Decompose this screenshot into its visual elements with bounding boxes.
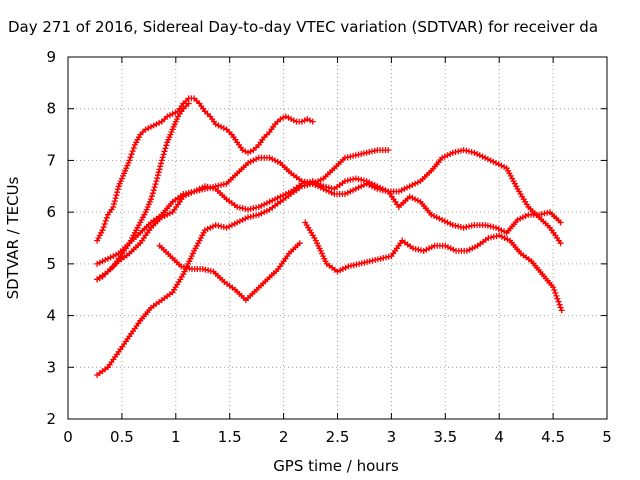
y-tick-label: 6 xyxy=(46,203,56,221)
x-tick-label: 0.5 xyxy=(110,428,134,446)
series-markers xyxy=(94,147,392,283)
y-axis-label: SDTVAR / TECUs xyxy=(4,176,22,299)
x-tick-label: 4.5 xyxy=(541,428,565,446)
series-4 xyxy=(94,147,392,283)
series-markers xyxy=(156,240,303,304)
y-tick-label: 5 xyxy=(46,255,56,273)
grid xyxy=(68,57,607,419)
x-tick-label: 1.5 xyxy=(218,428,242,446)
x-tick-label: 5 xyxy=(602,428,612,446)
series-6 xyxy=(156,240,303,304)
series-7 xyxy=(302,219,565,314)
x-tick-label: 2.5 xyxy=(326,428,350,446)
axis-ticks: 0 0.5 1 1.5 2 2.5 3 3.5 4 4.5 5 2 3 4 5 6 7 8 9 xyxy=(46,48,611,446)
x-tick-label: 2 xyxy=(279,428,289,446)
series-trace xyxy=(96,149,562,376)
series-1 xyxy=(94,95,316,244)
series-2 xyxy=(94,100,192,283)
x-tick-label: 1 xyxy=(171,428,181,446)
y-tick-label: 8 xyxy=(46,100,56,118)
y-tick-label: 2 xyxy=(46,410,56,428)
y-tick-label: 9 xyxy=(46,48,56,66)
y-tick-label: 7 xyxy=(46,151,56,169)
series-markers xyxy=(302,219,565,314)
data-series xyxy=(94,95,565,378)
x-tick-label: 3.5 xyxy=(433,428,457,446)
series-markers xyxy=(94,100,192,283)
series-markers xyxy=(94,147,564,378)
x-tick-label: 0 xyxy=(63,428,73,446)
x-axis-label: GPS time / hours xyxy=(273,457,399,475)
chart-title: Day 271 of 2016, Sidereal Day-to-day VTE… xyxy=(8,18,598,36)
y-tick-label: 4 xyxy=(46,307,56,325)
x-tick-label: 3 xyxy=(387,428,397,446)
y-tick-label: 3 xyxy=(46,358,56,376)
series-5 xyxy=(94,147,564,378)
series-markers xyxy=(94,95,316,244)
series-trace xyxy=(304,222,563,311)
x-tick-label: 4 xyxy=(494,428,504,446)
